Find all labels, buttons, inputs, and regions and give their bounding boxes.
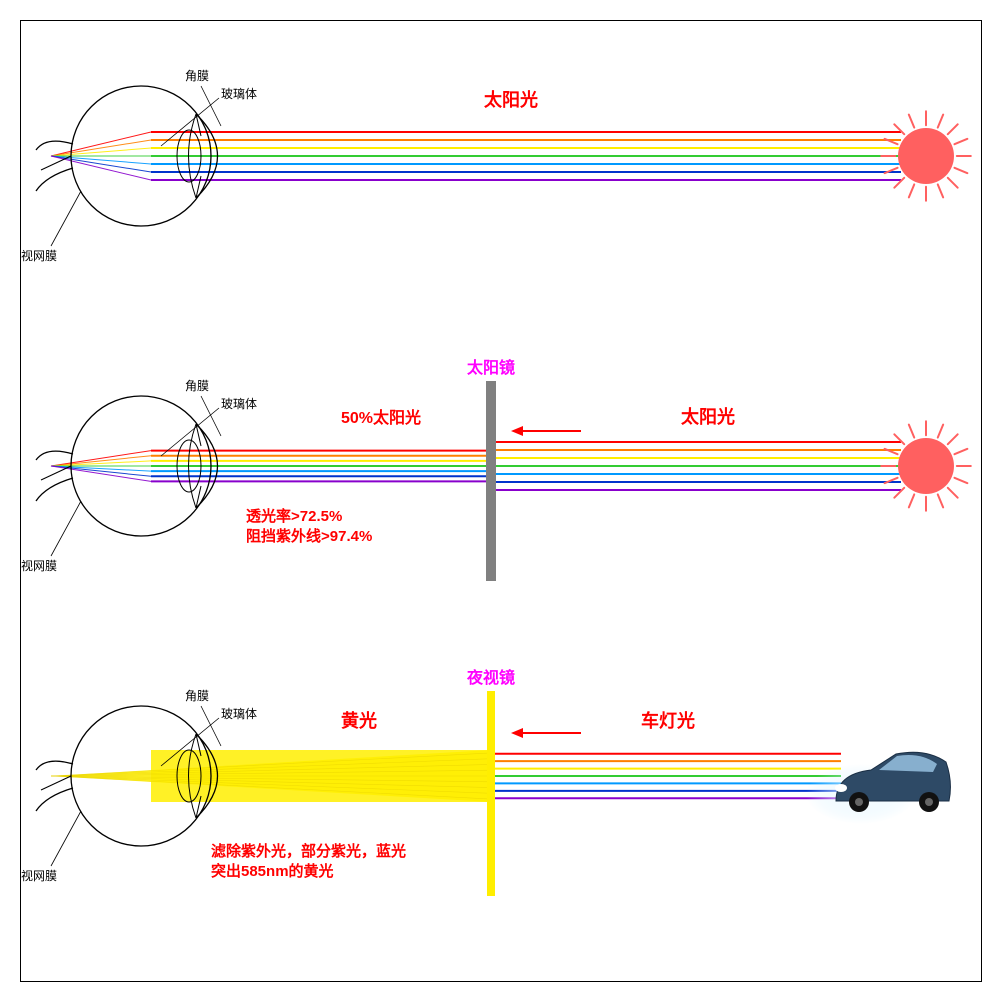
svg-text:玻璃体: 玻璃体 [221,397,257,411]
svg-text:玻璃体: 玻璃体 [221,87,257,101]
svg-text:视网膜: 视网膜 [21,868,57,883]
svg-text:玻璃体: 玻璃体 [221,707,257,721]
svg-text:太阳光: 太阳光 [681,406,735,427]
svg-text:太阳光: 太阳光 [484,89,538,110]
svg-text:太阳镜: 太阳镜 [466,358,515,377]
panel-sunglasses: 太阳镜角膜玻璃体视网膜 50%太阳光 太阳光透光率>72.5% 阻挡紫外线>97.4% [21,358,971,581]
svg-text:角膜: 角膜 [185,69,209,83]
panel-sunlight: 角膜玻璃体视网膜 太阳光 [21,69,971,263]
svg-text:角膜: 角膜 [185,379,209,393]
svg-text:角膜: 角膜 [185,689,209,703]
svg-text:突出585nm的黄光: 突出585nm的黄光 [211,862,334,880]
svg-text:滤除紫外光，部分紫光，蓝光: 滤除紫外光，部分紫光，蓝光 [211,842,406,860]
svg-text:视网膜: 视网膜 [21,248,57,263]
diagram-frame: 角膜玻璃体视网膜太阳光太阳镜角膜玻璃体视网膜50%太阳光太阳光透光率>72.5%… [20,20,982,982]
svg-text:透光率>72.5%: 透光率>72.5% [246,507,342,525]
panel-nightvision: 夜视镜角膜玻璃体视网膜 黄光 车灯光滤除紫外光，部分紫光，蓝光突出585nm的黄光 [21,668,950,896]
svg-text:阻挡紫外线>97.4%: 阻挡紫外线>97.4% [246,527,372,545]
svg-text:50%太阳光: 50%太阳光 [341,408,421,427]
diagram-svg: 角膜玻璃体视网膜太阳光太阳镜角膜玻璃体视网膜50%太阳光太阳光透光率>72.5%… [21,21,981,981]
svg-text:黄光: 黄光 [341,710,377,731]
svg-text:视网膜: 视网膜 [21,558,57,573]
svg-text:夜视镜: 夜视镜 [466,668,515,687]
svg-text:车灯光: 车灯光 [641,710,695,731]
